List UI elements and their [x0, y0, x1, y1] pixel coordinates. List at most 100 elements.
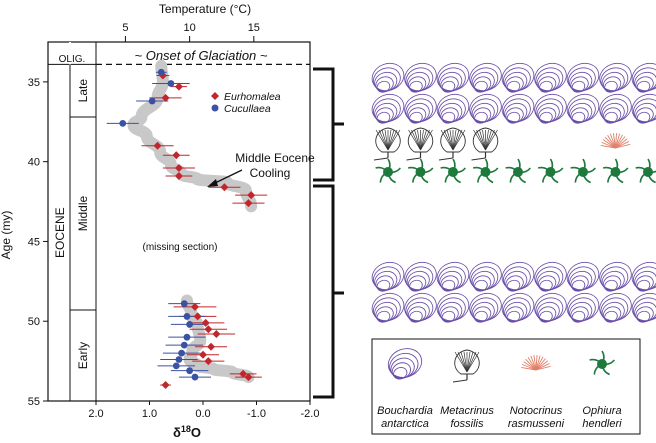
bouchardia-icon — [566, 261, 600, 292]
ophiura-icon — [472, 158, 499, 184]
metacrinus-icon — [452, 349, 480, 383]
cucullaea-point — [178, 349, 186, 357]
x-axis: 2.0 1.0 0.0 -1.0 -2.0 — [88, 401, 319, 420]
ophiura-icon — [440, 158, 466, 184]
eurhomalea-point — [174, 164, 183, 173]
cooling-arrow — [212, 169, 243, 185]
eurhomalea-point — [220, 183, 229, 192]
legend-eurhomalea-label: Eurhomalea — [224, 91, 281, 103]
metacrinus-icon — [471, 127, 499, 161]
y-tick-label: 35 — [28, 77, 40, 89]
error-bars — [106, 71, 268, 386]
legend-cucullaea-marker — [211, 104, 219, 112]
species-legend: BouchardiaantarcticaMetacrinusfossilisNo… — [377, 348, 622, 430]
cucullaea-point — [119, 119, 127, 127]
bouchardia-icon — [469, 93, 502, 124]
bouchardia-icon — [436, 62, 470, 93]
notocrinus-icon — [521, 355, 551, 371]
bouchardia-icon — [404, 93, 437, 124]
bouchardia-icon — [501, 93, 535, 124]
ophiura-icon — [375, 158, 401, 184]
y-axis: 35 40 45 50 55 — [28, 77, 48, 408]
bracket-upper — [313, 67, 344, 182]
eurhomalea-point — [199, 350, 207, 359]
bouchardia-icon — [534, 93, 567, 124]
eurhomalea-point — [204, 325, 213, 334]
bracket-lower — [313, 184, 344, 399]
bouchardia-icon — [371, 261, 405, 292]
cucullaea-point — [157, 68, 165, 76]
bouchardia-icon — [371, 93, 405, 124]
fauna-panel — [371, 62, 656, 323]
trend-segment — [127, 59, 258, 213]
bouchardia-icon — [469, 62, 502, 93]
cucullaea-point — [183, 333, 191, 341]
notocrinus-icon — [600, 133, 631, 149]
x-axis-label-tail: O — [191, 425, 201, 440]
plot-frame — [47, 41, 311, 402]
eurhomalea-point — [174, 172, 183, 181]
x-axis-label-main: δ — [173, 425, 181, 440]
bouchardia-icon — [371, 62, 405, 93]
ophiura-icon — [589, 350, 615, 376]
epoch-label-middle: Middle — [76, 196, 90, 232]
trend-segment — [180, 294, 255, 384]
bouchardia-icon — [534, 292, 567, 323]
cooling-label-line1: Middle Eocene — [235, 151, 315, 165]
temperature-tick-label: 15 — [248, 22, 260, 34]
temperature-tick-label: 5 — [122, 22, 128, 34]
y-tick-label: 50 — [28, 316, 40, 328]
cooling-arrowhead — [207, 179, 218, 187]
x-axis-label-sup: 18 — [181, 424, 191, 434]
data-points — [119, 68, 256, 390]
eurhomalea-point — [174, 82, 183, 91]
x-tick-label: -1.0 — [247, 408, 266, 420]
species-legend-epithet: fossilis — [450, 418, 484, 430]
bouchardia-icon — [631, 261, 656, 292]
eurhomalea-point — [161, 93, 170, 102]
x-axis-label: δ18O — [173, 424, 201, 440]
y-axis-label: Age (my) — [0, 211, 13, 260]
bouchardia-icon — [469, 292, 502, 323]
y-tick-label: 45 — [28, 236, 40, 248]
x-tick-label: -2.0 — [301, 408, 320, 420]
bouchardia-icon — [566, 93, 600, 124]
temperature-axis-label: Temperature (°C) — [159, 2, 251, 16]
metacrinus-icon — [373, 127, 401, 161]
species-legend-name: Ophiura — [582, 405, 621, 417]
bouchardia-icon — [436, 261, 470, 292]
stratigraphy-column: OLIG. EOCENE Late Middle Early — [48, 42, 310, 401]
temperature-tick-label: 10 — [184, 22, 196, 34]
bouchardia-icon — [501, 62, 535, 93]
oligocene-label: OLIG. — [59, 54, 86, 65]
bouchardia-icon — [387, 348, 423, 380]
eurhomalea-point — [239, 369, 248, 378]
metacrinus-icon — [438, 127, 466, 161]
bouchardia-icon — [599, 93, 632, 124]
bouchardia-icon — [599, 292, 632, 323]
ophiura-icon — [407, 158, 434, 184]
species-legend-name: Bouchardia — [377, 405, 433, 417]
eurhomalea-point — [244, 373, 253, 382]
bouchardia-icon — [631, 93, 656, 124]
eocene-label: EOCENE — [53, 207, 67, 258]
eurhomalea-point — [172, 151, 181, 160]
ophiura-icon — [635, 158, 656, 184]
metacrinus-icon — [406, 127, 434, 161]
bouchardia-icon — [404, 62, 437, 93]
x-tick-label: 2.0 — [88, 408, 103, 420]
cucullaea-point — [180, 300, 188, 308]
bouchardia-icon — [501, 261, 535, 292]
ophiura-icon — [570, 158, 596, 184]
eurhomalea-point — [212, 329, 221, 338]
bouchardia-icon — [501, 292, 535, 323]
y-tick-label: 40 — [28, 157, 40, 169]
bouchardia-icon — [404, 292, 437, 323]
ophiura-icon — [602, 158, 629, 184]
eurhomalea-point — [244, 199, 253, 208]
eurhomalea-point — [190, 302, 199, 311]
bouchardia-icon — [566, 62, 600, 93]
